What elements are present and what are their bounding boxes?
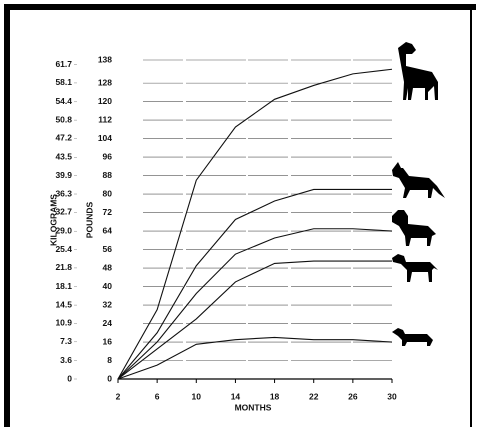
x-tick-label: 6 [155,391,160,401]
y2-tick-label: 14.5 [55,299,72,309]
y-tick-label: 72 [103,207,113,217]
y2-tick-label: 54.4 [55,96,72,106]
y2-tick-label: 7.3 [60,336,72,346]
y-tick-label: 48 [103,262,113,272]
y-tick-label: 80 [103,188,113,198]
y2-tick-label: 43.5 [55,152,72,162]
y-axis-title: POUNDS [84,201,94,238]
y-tick-label: 32 [103,299,113,309]
y2-tick-label: 47.2 [55,133,72,143]
y2-tick-label: 21.8 [55,262,72,272]
y2-axis-title: KILOGRAMS [48,194,58,246]
page: {"chart_data": {"type": "line", "x_label… [0,0,477,427]
y2-tick-label: 3.6 [60,355,72,365]
y2-tick-label: 10.9 [55,318,72,328]
y-tick-label: 128 [98,77,112,87]
x-tick-label: 26 [348,391,358,401]
y-tick-label: 104 [98,133,112,143]
y2-tick-label: 39.9 [55,170,72,180]
y-tick-label: 120 [98,96,112,106]
y-tick-label: 64 [103,225,113,235]
y2-tick-label: 61.7 [55,59,72,69]
y-tick-label: 0 [107,373,112,383]
x-tick-label: 2 [116,391,121,401]
y-tick-label: 16 [103,336,113,346]
x-tick-label: 22 [309,391,319,401]
y2-tick-label: 50.8 [55,114,72,124]
x-tick-label: 30 [387,391,397,401]
y2-tick-label: 18.1 [55,281,72,291]
y-tick-label: 8 [107,355,112,365]
x-tick-label: 14 [231,391,241,401]
y-tick-label: 24 [103,318,113,328]
y-tick-label: 40 [103,281,113,291]
y-tick-label: 112 [98,114,112,124]
y-tick-label: 56 [103,244,113,254]
x-tick-label: 10 [192,391,202,401]
y-tick-label: 88 [103,170,113,180]
chart: 0 8 16 24 32 40 48 56 64 72 80 88 96 104 112 120 128 138 0… [0,0,477,427]
x-tick-label: 18 [270,391,280,401]
right-border [470,4,472,427]
y-tick-label: 138 [98,54,112,64]
left-border [4,4,10,427]
y-tick-label: 96 [103,151,113,161]
x-axis-title: MONTHS [235,402,272,412]
y2-tick-label: 58.1 [55,77,72,87]
top-border [4,4,476,10]
y2-tick-label: 0 [67,373,72,383]
